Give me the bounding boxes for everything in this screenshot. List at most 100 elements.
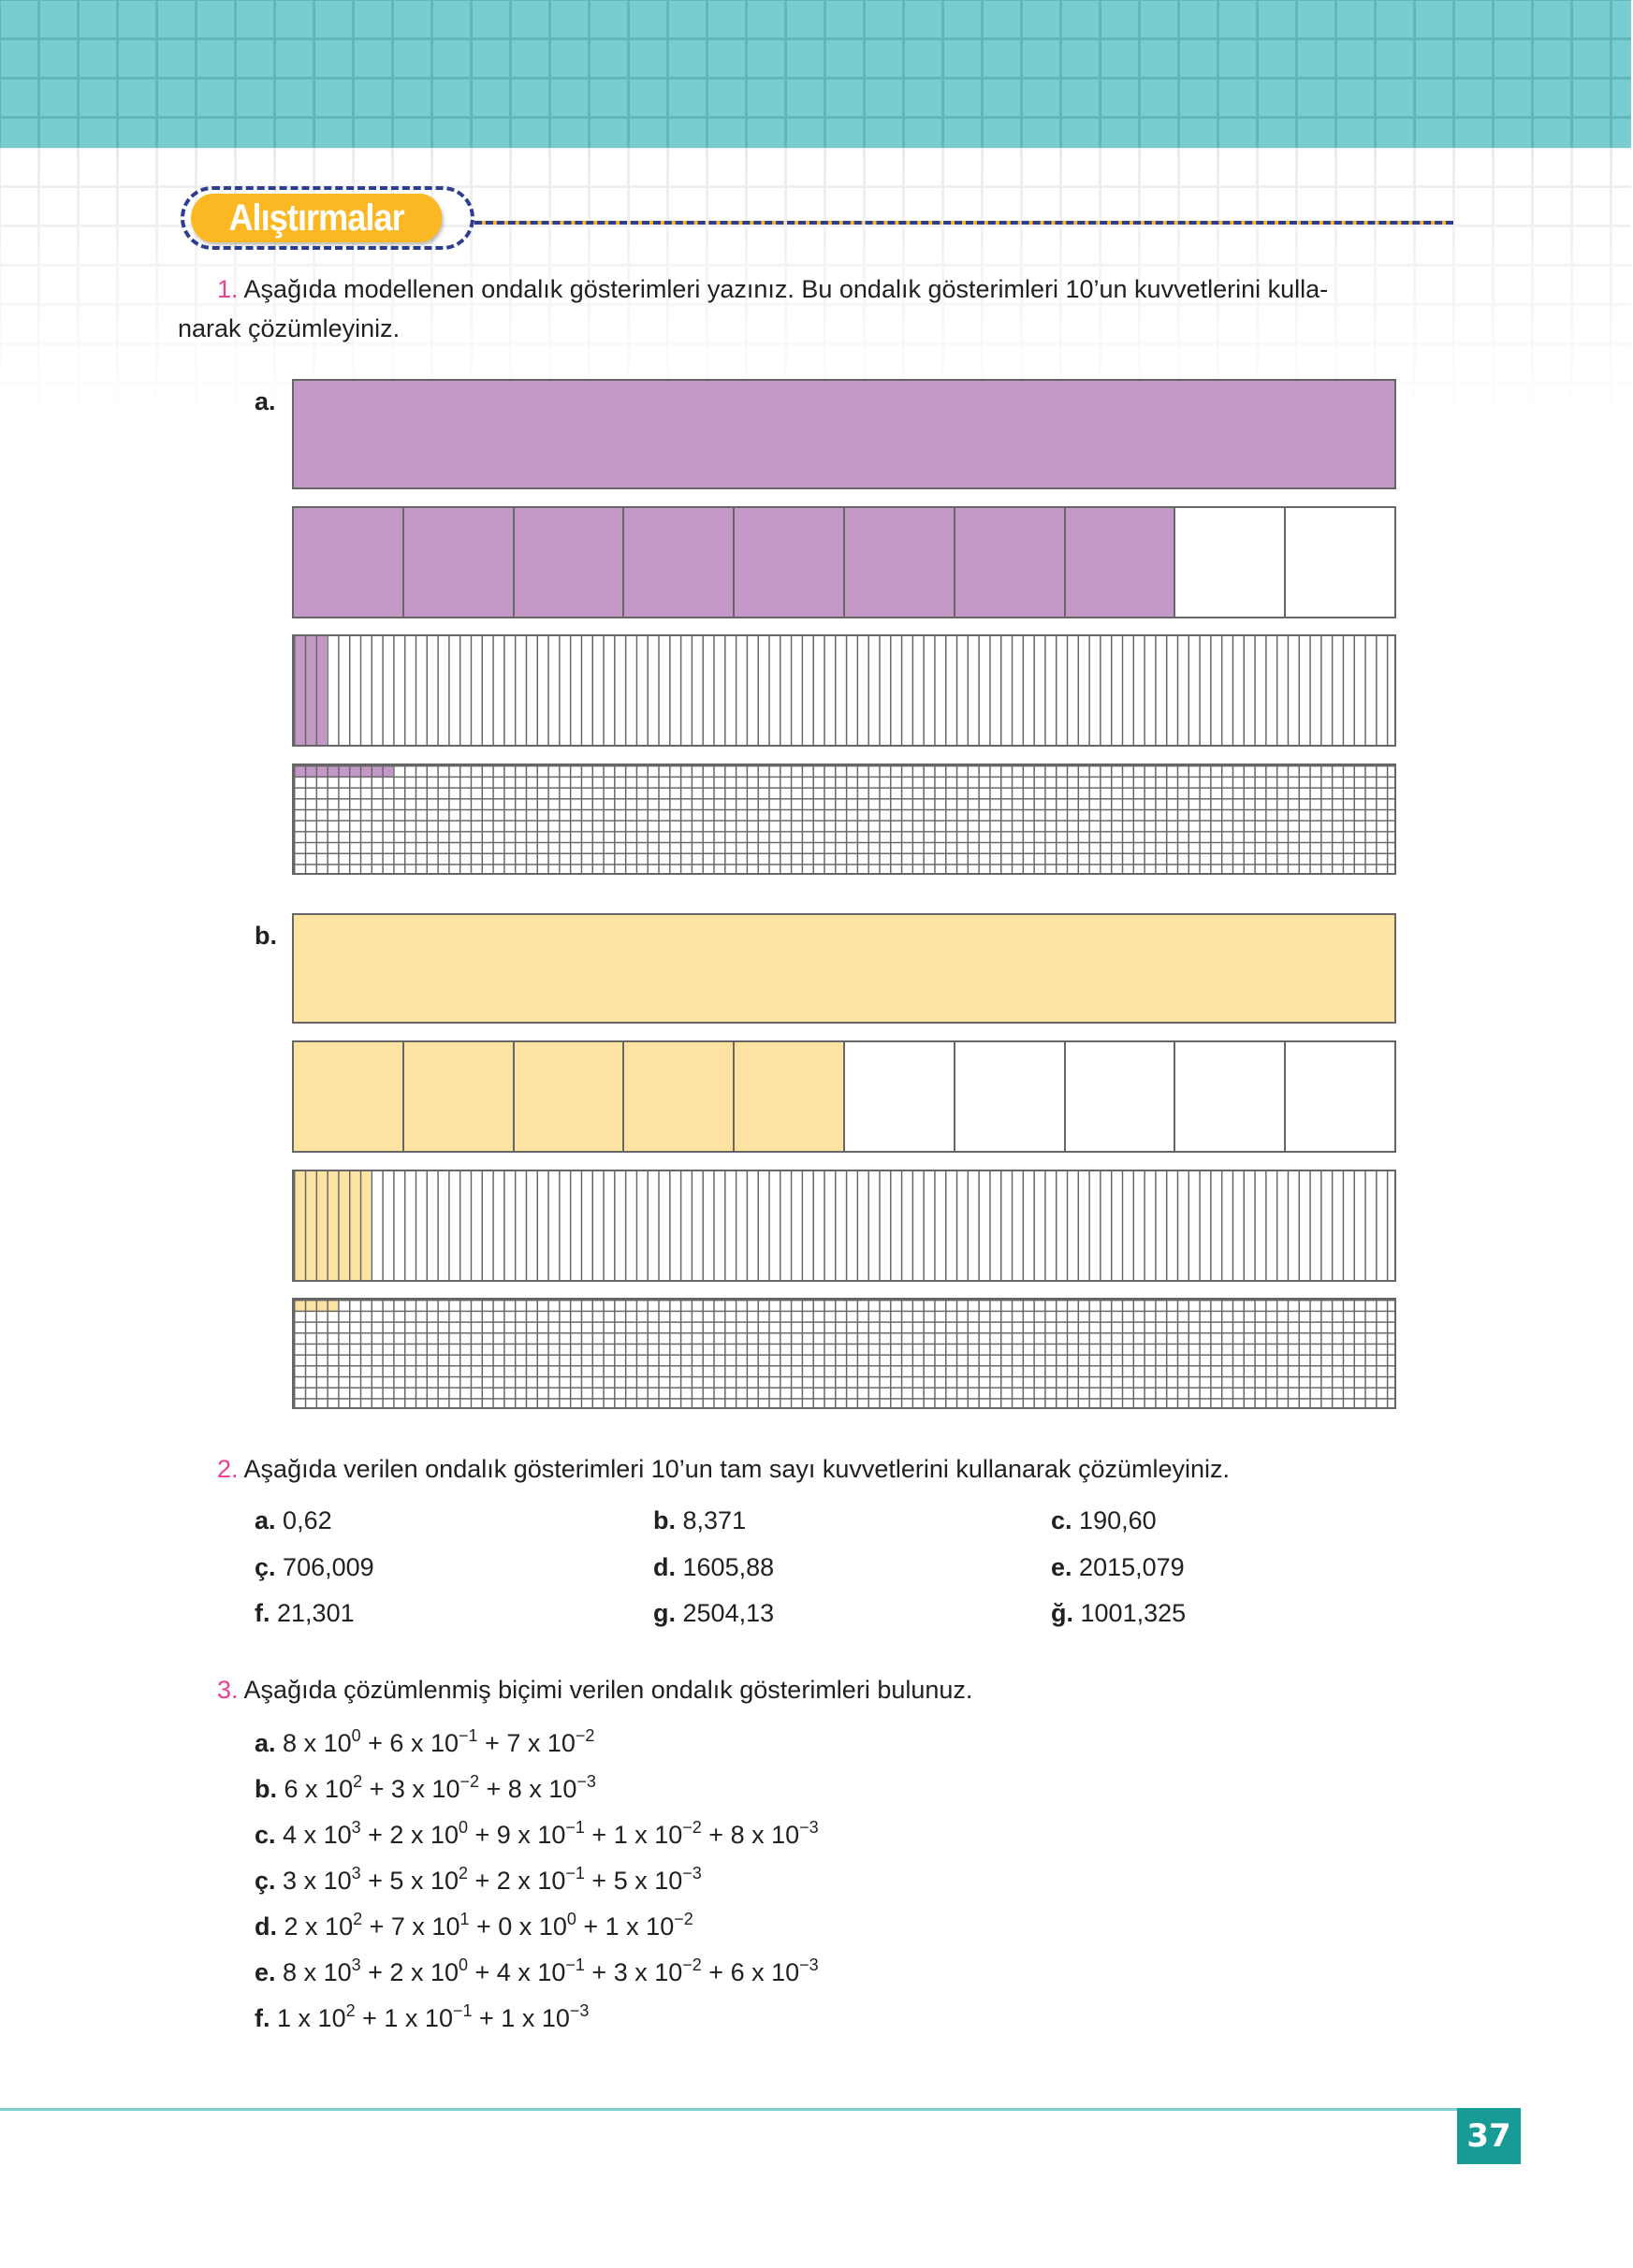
exponent: −1: [565, 1864, 585, 1883]
exponent: 3: [351, 1864, 361, 1883]
exponent: 0: [459, 1955, 469, 1974]
q2-item: g. 2504,13: [653, 1597, 774, 1629]
q1-line2: narak çözümleyiniz.: [178, 314, 401, 342]
coefficient: 1: [613, 1821, 628, 1849]
q2-item: d. 1605,88: [653, 1551, 774, 1583]
hundredths-lines: [294, 1171, 1394, 1280]
power-term: 7 x 101: [390, 1910, 470, 1941]
item-label: a.: [255, 1506, 276, 1534]
coefficient: 5: [613, 1867, 628, 1895]
exponent: −2: [459, 1772, 479, 1791]
tenth-cell: [844, 1042, 955, 1151]
tenth-cell: [1286, 508, 1394, 617]
power-term: 9 x 10−1: [496, 1818, 585, 1849]
exponent: −2: [575, 1726, 595, 1745]
q3-item: b. 6 x 102 + 3 x 10−2 + 8 x 10−3: [255, 1772, 596, 1803]
exponent: −3: [576, 1772, 596, 1791]
tenths-block: [292, 506, 1396, 618]
tenth-cell: [1065, 508, 1176, 617]
item-label: e.: [255, 1958, 276, 1986]
coefficient: 8: [730, 1821, 745, 1849]
q3-heading: 3. Aşağıda çözümlenmiş biçimi verilen on…: [217, 1674, 972, 1706]
q3-item: ç. 3 x 103 + 5 x 102 + 2 x 10−1 + 5 x 10…: [255, 1864, 702, 1895]
coefficient: 1: [501, 2004, 516, 2032]
item-value: 706,009: [283, 1553, 374, 1581]
section-title-outline: [181, 186, 474, 250]
tenth-cell: [735, 1042, 845, 1151]
power-term: 2 x 102: [284, 1910, 363, 1941]
exponent: −3: [569, 2001, 590, 2020]
power-term: 2 x 10−1: [496, 1864, 585, 1895]
exponent: −3: [799, 1955, 819, 1974]
hundredths-block: [292, 1170, 1396, 1282]
item-label: e.: [1051, 1553, 1072, 1581]
exponent: −1: [452, 2001, 473, 2020]
item-label: c.: [255, 1821, 276, 1849]
power-term: 8 x 103: [283, 1955, 361, 1986]
coefficient: 2: [389, 1958, 404, 1986]
exponent: 2: [345, 2001, 356, 2020]
tenth-cell: [514, 1042, 625, 1151]
power-term: 6 x 10−3: [730, 1955, 819, 1986]
power-term: 8 x 10−3: [730, 1818, 819, 1849]
tenth-cell: [294, 508, 404, 617]
tenth-cell: [1286, 1042, 1394, 1151]
q2-item: a. 0,62: [255, 1505, 332, 1536]
power-term: 8 x 10−3: [507, 1772, 596, 1803]
exponent: −1: [565, 1818, 585, 1837]
exponent: 3: [351, 1955, 361, 1974]
hundredths-block: [292, 634, 1396, 747]
coefficient: 6: [389, 1729, 404, 1757]
tenth-cell: [624, 508, 736, 617]
power-term: 1 x 10−1: [384, 2001, 473, 2032]
tenths-block: [292, 1040, 1396, 1153]
power-term: 4 x 10−1: [496, 1955, 585, 1986]
exponent: −2: [682, 1955, 702, 1974]
exponent: 1: [459, 1910, 470, 1928]
tenth-cell: [955, 508, 1066, 617]
tenth-cell: [735, 508, 845, 617]
exponent: 2: [353, 1772, 363, 1791]
item-label: d.: [255, 1912, 277, 1941]
coefficient: 3: [283, 1867, 298, 1895]
power-term: 1 x 10−2: [613, 1818, 702, 1849]
item-value: 1605,88: [682, 1553, 775, 1581]
coefficient: 3: [390, 1775, 405, 1803]
coefficient: 8: [283, 1958, 298, 1986]
coefficient: 3: [613, 1958, 628, 1986]
coefficient: 7: [506, 1729, 521, 1757]
coefficient: 6: [730, 1958, 745, 1986]
q3-item: d. 2 x 102 + 7 x 101 + 0 x 100 + 1 x 10−…: [255, 1910, 693, 1941]
coefficient: 6: [284, 1775, 299, 1803]
q2-item: c. 190,60: [1051, 1505, 1157, 1536]
exponent: −1: [565, 1955, 585, 1974]
item-label: g.: [653, 1599, 676, 1627]
coefficient: 4: [283, 1821, 298, 1849]
q3-number: 3.: [217, 1676, 239, 1704]
coefficient: 7: [390, 1912, 405, 1941]
power-term: 2 x 100: [389, 1818, 469, 1849]
coefficient: 8: [283, 1729, 298, 1757]
model-label: a.: [255, 387, 276, 415]
item-label: b.: [255, 1775, 277, 1803]
item-label: f.: [255, 1599, 270, 1627]
item-value: 1001,325: [1080, 1599, 1187, 1627]
tenth-cell: [403, 1042, 515, 1151]
item-label: a.: [255, 1729, 276, 1757]
power-term: 1 x 10−3: [501, 2001, 590, 2032]
power-term: 8 x 100: [283, 1726, 361, 1757]
ones-block: [292, 379, 1396, 489]
footer-line: [0, 2108, 1457, 2111]
thousandths-block: [292, 763, 1396, 875]
q3-text: Aşağıda çözümlenmiş biçimi verilen ondal…: [243, 1676, 973, 1704]
item-label: d.: [653, 1553, 676, 1581]
section-title: Alıştırmalar: [191, 194, 443, 242]
coefficient: 8: [507, 1775, 522, 1803]
item-label: ç.: [255, 1553, 276, 1581]
item-label: c.: [1051, 1506, 1072, 1534]
q3-item: e. 8 x 103 + 2 x 100 + 4 x 10−1 + 3 x 10…: [255, 1955, 819, 1986]
model-label: b.: [255, 922, 277, 950]
tenth-cell: [294, 1042, 404, 1151]
power-term: 1 x 10−2: [605, 1910, 693, 1941]
tenth-cell: [403, 508, 515, 617]
